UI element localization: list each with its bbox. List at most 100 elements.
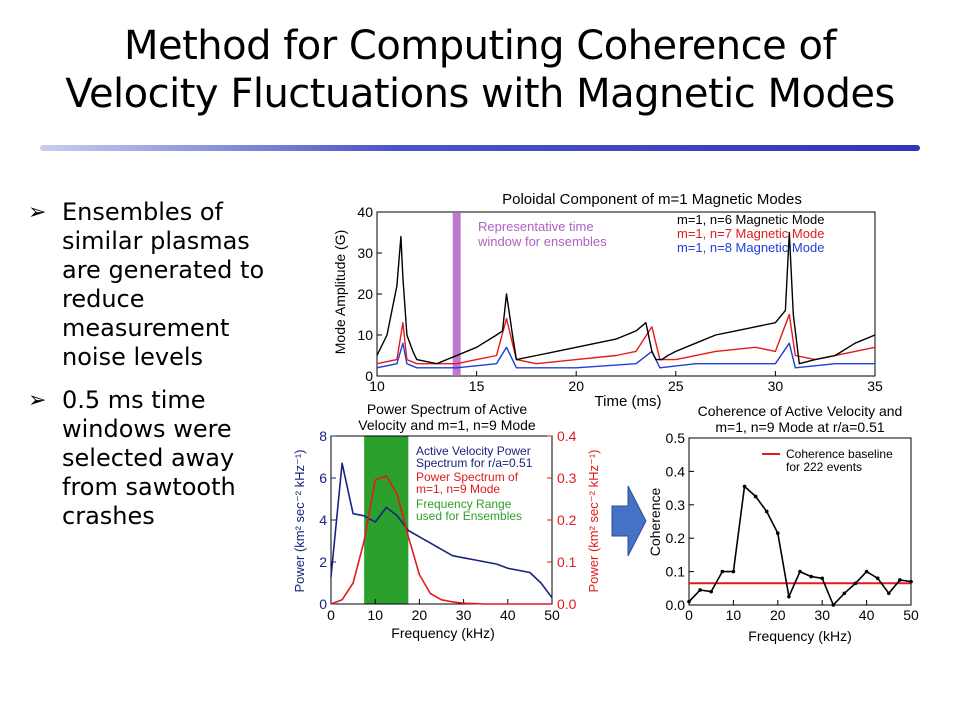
chart1-ytick-label: 10 xyxy=(357,327,373,343)
chart2-ytick-label-left: 4 xyxy=(319,512,327,528)
chart1-highlight-window xyxy=(452,212,461,376)
chart3-ytick-label: 0.5 xyxy=(666,430,686,446)
chart2-title-line1: Power Spectrum of Active xyxy=(367,401,528,417)
chart3-point xyxy=(820,576,824,581)
chart3-xtick-label: 50 xyxy=(903,607,919,623)
chart2-ytick-label-right: 0.2 xyxy=(557,512,577,528)
chart3-point xyxy=(864,569,869,574)
chart3-point xyxy=(909,579,913,584)
chart1-series-line xyxy=(376,342,875,369)
chart1-ytick-label: 0 xyxy=(365,368,373,384)
chart3-ytick-label: 0.1 xyxy=(666,564,686,580)
chart1-xtick-label: 35 xyxy=(867,378,883,394)
chart2-ytick-label-right: 0.4 xyxy=(557,428,577,444)
chart3-point xyxy=(687,599,691,604)
chart-coherence: Coherence of Active Velocity and m=1, n=… xyxy=(647,403,919,644)
chart3-frame xyxy=(688,437,912,606)
chart3-xlabel: Frequency (kHz) xyxy=(748,628,851,644)
chart3-xtick-label: 10 xyxy=(726,607,742,623)
chart3-point xyxy=(764,509,769,514)
chart2-xlabel: Frequency (kHz) xyxy=(391,625,494,641)
chart3-xtick-label: 0 xyxy=(685,607,693,623)
chart3-point xyxy=(720,569,725,574)
bullet-list: ➢ Ensembles of similar plasmas are gener… xyxy=(28,198,290,545)
chart3-point xyxy=(898,578,902,582)
chart2-ylabel-right: Power (km² sec⁻² kHz⁻¹) xyxy=(586,450,601,593)
chart2-legend-band-l1: Frequency Range xyxy=(416,497,512,511)
chart3-point xyxy=(842,591,847,596)
chart1-xtick-label: 30 xyxy=(768,378,784,394)
chart2-legend-band-l2: used for Ensembles xyxy=(416,509,522,523)
chart1-title: Poloidal Component of m=1 Magnetic Modes xyxy=(502,191,802,208)
chart3-point xyxy=(809,574,813,579)
chart-power-spectrum: Power Spectrum of Active Velocity and m=… xyxy=(292,401,601,641)
chart1-annotation-line1: Representative time xyxy=(478,219,594,234)
right-arrow-icon xyxy=(611,485,647,557)
chart3-coherence-line xyxy=(688,485,912,606)
bullet-text: Ensembles of similar plasmas are generat… xyxy=(62,198,265,371)
chart2-ytick-label-right: 0.1 xyxy=(557,554,577,570)
chart3-point xyxy=(831,603,836,607)
title-line-2: Velocity Fluctuations with Magnetic Mode… xyxy=(65,71,895,117)
chart2-xtick-label: 40 xyxy=(500,607,516,623)
chart1-ytick-label: 40 xyxy=(357,204,373,220)
chart3-point xyxy=(787,594,791,599)
chart1-xtick-label: 15 xyxy=(469,378,485,394)
chart2-ytick-label-left: 6 xyxy=(319,470,327,486)
chart2-legend-mode-l1: Power Spectrum of xyxy=(416,470,519,484)
chart1-series-line xyxy=(376,313,876,365)
chart3-ytick-label: 0.4 xyxy=(666,463,686,479)
chart3-point xyxy=(798,569,802,574)
chart1-legend-n8: m=1, n=8 Magnetic Mode xyxy=(677,240,824,255)
chart3-point xyxy=(731,569,736,574)
chart3-ylabel: Coherence xyxy=(647,488,663,557)
chart2-xtick-label: 10 xyxy=(367,607,383,623)
chart3-point xyxy=(698,588,702,592)
chart1-xtick-label: 25 xyxy=(668,378,684,394)
chart3-xtick-label: 40 xyxy=(859,607,875,623)
chart3-title-line2: m=1, n=9 Mode at r/a=0.51 xyxy=(715,419,884,435)
chart3-xtick-label: 20 xyxy=(770,607,786,623)
chart1-legend-n6: m=1, n=6 Magnetic Mode xyxy=(677,212,824,227)
chart2-xtick-label: 0 xyxy=(327,607,335,623)
title-underline xyxy=(40,145,920,151)
chart3-point xyxy=(887,591,891,596)
chart1-xtick-label: 20 xyxy=(568,378,584,394)
chart3-point xyxy=(709,589,713,594)
chart2-title-line2: Velocity and m=1, n=9 Mode xyxy=(358,417,536,433)
chart3-legend-l2: for 222 events xyxy=(786,460,862,474)
chart3-ytick-label: 0.3 xyxy=(666,497,686,513)
chart3-ytick-label: 0.2 xyxy=(666,530,686,546)
chart2-ytick-label-left: 2 xyxy=(319,554,327,570)
chart1-annotation-line2: window for ensembles xyxy=(477,234,607,249)
bullet-item: ➢ 0.5 ms time windows were selected away… xyxy=(28,386,290,531)
chart3-point xyxy=(742,484,747,489)
slide-title: Method for Computing Coherence of Veloci… xyxy=(0,22,960,118)
chart2-legend-velocity-l2: Spectrum for r/a=0.51 xyxy=(416,456,533,470)
arrow-bullet-icon: ➢ xyxy=(28,200,47,225)
chart2-ytick-label-right: 0.3 xyxy=(557,470,577,486)
chart2-legend-velocity-l1: Active Velocity Power xyxy=(416,444,531,458)
chart3-title-line1: Coherence of Active Velocity and xyxy=(698,403,903,419)
chart2-xtick-label: 50 xyxy=(544,607,560,623)
chart2-xtick-label: 20 xyxy=(412,607,428,623)
chart1-ytick-label: 30 xyxy=(357,245,373,261)
chart2-ytick-label-left: 8 xyxy=(319,428,327,444)
chart1-ytick-label: 20 xyxy=(357,286,373,302)
chart3-ytick-label: 0.0 xyxy=(666,597,686,613)
chart1-xtick-label: 10 xyxy=(369,378,385,394)
chart3-point xyxy=(776,531,780,535)
title-line-1: Method for Computing Coherence of xyxy=(123,23,837,69)
chart2-legend-mode-l2: m=1, n=9 Mode xyxy=(416,482,500,496)
arrow-bullet-icon: ➢ xyxy=(28,388,47,413)
chart1-series-line xyxy=(376,231,876,365)
chart2-mode-line xyxy=(330,475,552,605)
chart2-xtick-label: 30 xyxy=(456,607,472,623)
chart3-point xyxy=(853,581,858,586)
chart-mode-amplitude: Poloidal Component of m=1 Magnetic Modes… xyxy=(332,191,883,410)
chart3-xtick-label: 30 xyxy=(814,607,830,623)
chart3-point xyxy=(875,576,880,581)
chart2-ylabel-left: Power (km² sec⁻² kHz⁻¹) xyxy=(292,450,307,593)
chart1-xlabel: Time (ms) xyxy=(595,393,662,410)
